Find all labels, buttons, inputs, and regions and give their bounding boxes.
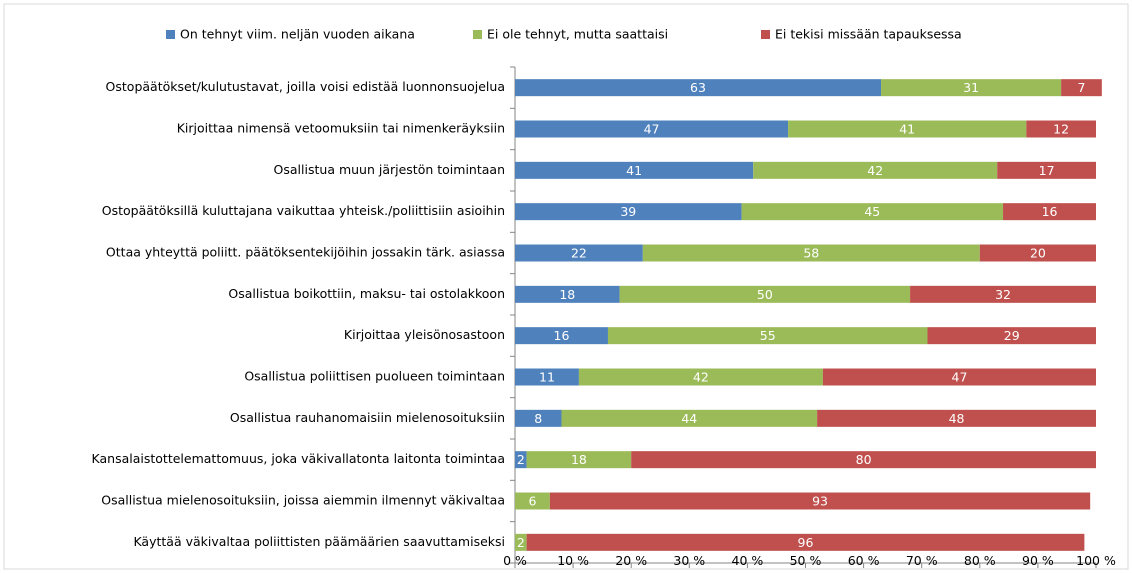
category-label: Käyttää väkivaltaa poliittisten päämääri… [133, 534, 505, 549]
bar-segment [1003, 203, 1096, 221]
bar-segment [515, 161, 754, 179]
category-label: Kirjoittaa yleisönosastoon [344, 327, 505, 342]
bar-segment [515, 203, 742, 221]
category-label: Kirjoittaa nimensä vetoomuksiin tai nime… [177, 121, 505, 136]
data-label: 2 [517, 452, 525, 467]
bar-segment [619, 285, 911, 303]
data-label: 20 [1030, 246, 1046, 261]
bar-segment [515, 533, 527, 551]
x-tick-label: 100 % [1076, 553, 1116, 568]
data-label: 16 [554, 328, 570, 343]
bar-segment [1026, 120, 1096, 138]
bar-segment [997, 161, 1096, 179]
data-label: 93 [812, 494, 828, 509]
data-label: 6 [528, 494, 536, 509]
bar-segment [515, 368, 579, 386]
data-label: 41 [626, 163, 642, 178]
bar-segment [881, 79, 1062, 97]
data-label: 31 [963, 80, 979, 95]
data-label: 17 [1039, 163, 1055, 178]
data-label: 58 [803, 246, 819, 261]
data-label: 42 [867, 163, 883, 178]
bar-segment [753, 161, 998, 179]
category-label: Osallistua mielenosoituksiin, joissa aie… [101, 493, 505, 508]
x-tick-label: 0 % [503, 553, 527, 568]
bar-segment [515, 244, 643, 262]
x-tick-label: 10 % [557, 553, 589, 568]
x-tick-label: 90 % [1022, 553, 1054, 568]
bar-segment [515, 120, 789, 138]
bar-segment [515, 492, 550, 510]
category-label: Osallistua poliittisen puolueen toiminta… [244, 369, 505, 384]
bar-segment [979, 244, 1096, 262]
data-label: 2 [517, 535, 525, 550]
data-label: 80 [856, 452, 872, 467]
x-tick-label: 80 % [964, 553, 996, 568]
data-label: 44 [681, 411, 697, 426]
bar-segment [741, 203, 1004, 221]
data-label: 45 [864, 204, 880, 219]
data-label: 7 [1077, 80, 1085, 95]
bar-segment [515, 451, 527, 469]
legend-swatch [761, 30, 770, 39]
x-tick-label: 60 % [848, 553, 880, 568]
bar-segment [515, 79, 882, 97]
bar-segment [549, 492, 1091, 510]
data-label: 39 [620, 204, 636, 219]
x-tick-label: 50 % [790, 553, 822, 568]
data-label: 63 [690, 80, 706, 95]
category-label: Kansalaistottelemattomuus, joka väkivall… [92, 451, 505, 466]
bar-segment [526, 451, 632, 469]
bar-segment [788, 120, 1027, 138]
category-label: Ostopäätökset/kulutustavat, joilla voisi… [106, 79, 505, 94]
data-label: 47 [952, 370, 968, 385]
bar-segment [515, 327, 608, 345]
category-label: Ostopäätöksillä kuluttajana vaikuttaa yh… [102, 203, 505, 218]
data-label: 12 [1053, 122, 1069, 137]
data-label: 96 [798, 535, 814, 550]
bar-segment [607, 327, 928, 345]
legend-swatch [166, 30, 175, 39]
bar-segment [578, 368, 823, 386]
data-label: 32 [995, 287, 1011, 302]
data-label: 16 [1042, 204, 1058, 219]
legend-label: Ei tekisi missään tapauksessa [775, 27, 962, 42]
bar-segment [822, 368, 1096, 386]
data-label: 41 [899, 122, 915, 137]
data-label: 55 [760, 328, 776, 343]
data-label: 50 [757, 287, 773, 302]
data-label: 18 [571, 452, 587, 467]
category-label: Osallistua boikottiin, maksu- tai ostola… [228, 286, 505, 301]
legend-label: On tehnyt viim. neljän vuoden aikana [180, 27, 415, 42]
x-tick-label: 70 % [906, 553, 938, 568]
bar-segment [526, 533, 1085, 551]
category-label: Ottaa yhteyttä poliitt. päätöksentekijöi… [106, 245, 505, 260]
data-label: 48 [949, 411, 965, 426]
bar-segment [1061, 79, 1102, 97]
bar-segment [642, 244, 980, 262]
bar-segment [631, 451, 1096, 469]
bar-segment [927, 327, 1096, 345]
bar-segment [515, 409, 562, 427]
data-label: 29 [1004, 328, 1020, 343]
x-tick-label: 40 % [732, 553, 764, 568]
data-label: 8 [534, 411, 542, 426]
bar-segment [561, 409, 818, 427]
data-label: 42 [693, 370, 709, 385]
x-tick-label: 20 % [615, 553, 647, 568]
data-label: 18 [559, 287, 575, 302]
data-label: 22 [571, 246, 587, 261]
category-label: Osallistua rauhanomaisiin mielenosoituks… [230, 410, 505, 425]
data-label: 47 [644, 122, 660, 137]
bar-segment [515, 285, 620, 303]
bar-segment [910, 285, 1096, 303]
legend-swatch [473, 30, 482, 39]
data-label: 11 [539, 370, 555, 385]
x-tick-label: 30 % [673, 553, 705, 568]
category-label: Osallistua muun järjestön toimintaan [274, 162, 505, 177]
bar-segment [817, 409, 1096, 427]
legend-label: Ei ole tehnyt, mutta saattaisi [487, 27, 668, 42]
